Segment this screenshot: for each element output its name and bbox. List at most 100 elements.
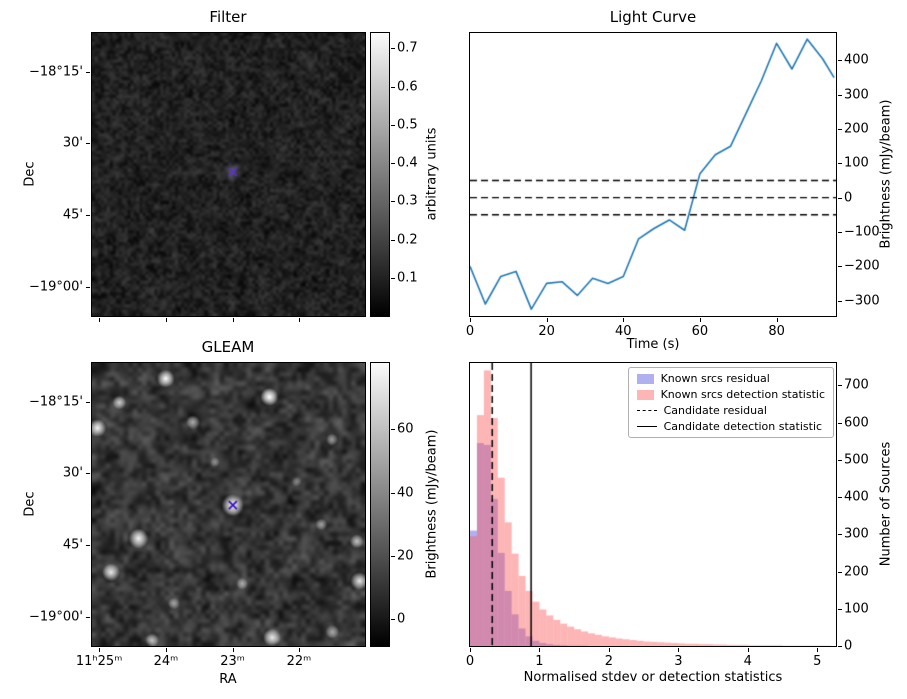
tick-mark (608, 648, 610, 652)
gleam-image (92, 363, 365, 646)
tick-mark (838, 129, 842, 131)
tick-mark (838, 385, 842, 387)
tick-mark (747, 648, 749, 652)
tick-mark (86, 544, 90, 546)
tick-label: 3 (674, 654, 683, 669)
tick-label: 300 (844, 526, 869, 542)
filter-ylabel: Dec (22, 161, 38, 187)
tick-mark (165, 318, 167, 322)
lightcurve-xlabel: Time (s) (626, 337, 680, 352)
tick-mark (817, 648, 819, 652)
tick-label: 30' (62, 465, 83, 481)
legend-entry: Candidate detection statistic (636, 420, 825, 433)
legend-entry: Known srcs residual (636, 372, 825, 385)
tick-mark (232, 648, 234, 652)
tick-label: 200 (844, 564, 869, 580)
legend-line-dashed (636, 410, 657, 411)
tick-label: 0.6 (397, 79, 418, 95)
lightcurve-title: Light Curve (609, 8, 697, 26)
filter-colorbar-label: arbitrary units (424, 127, 440, 221)
tick-mark (391, 48, 395, 50)
tick-mark (391, 124, 395, 126)
filter-image (92, 33, 365, 316)
tick-mark (838, 197, 842, 199)
tick-label: 45' (62, 537, 83, 553)
lightcurve-plot (470, 33, 836, 316)
tick-label: 400 (844, 52, 869, 68)
tick-label: 45' (62, 207, 83, 223)
gleam-colorbar-panel (370, 362, 390, 647)
lightcurve-ylabel: Brightness (mJy/beam) (878, 99, 894, 249)
tick-mark (470, 648, 471, 652)
tick-label: 600 (844, 415, 869, 431)
tick-label: −19°00' (28, 609, 83, 625)
tick-mark (539, 648, 541, 652)
tick-mark (391, 555, 395, 557)
tick-label: 23ᵐ (220, 654, 245, 669)
tick-label: 0 (844, 638, 853, 654)
tick-label: 1 (535, 654, 544, 669)
legend-entry: Known srcs detection statistic (636, 388, 825, 401)
legend-label: Known srcs detection statistic (660, 388, 825, 401)
tick-mark (623, 318, 625, 322)
tick-mark (776, 318, 778, 322)
tick-mark (391, 492, 395, 494)
tick-label: 0.5 (397, 117, 418, 133)
tick-label: −18°15' (28, 64, 83, 80)
legend-swatch (636, 389, 654, 400)
tick-mark (838, 534, 842, 536)
tick-label: 0.3 (397, 193, 418, 209)
tick-label: 200 (844, 121, 869, 137)
histogram-ylabel: Number of Sources (878, 441, 894, 567)
tick-mark (838, 300, 842, 302)
tick-label: −18°15' (28, 394, 83, 410)
tick-label: 0.1 (397, 270, 418, 286)
tick-label: −19°00' (28, 279, 83, 295)
gleam-title: GLEAM (201, 338, 255, 356)
tick-label: 0.4 (397, 155, 418, 171)
tick-label: 2 (604, 654, 614, 669)
tick-label: 300 (844, 87, 869, 103)
tick-mark (546, 318, 548, 322)
tick-mark (86, 214, 90, 216)
legend: Known srcs residual Known srcs detection … (627, 367, 834, 438)
tick-label: 40 (615, 324, 632, 339)
legend-label: Known srcs residual (660, 372, 770, 385)
tick-label: 24ᵐ (153, 654, 179, 669)
tick-mark (838, 163, 842, 165)
tick-label: 500 (844, 452, 869, 468)
tick-mark (86, 72, 90, 74)
tick-label: −100 (844, 224, 880, 240)
tick-mark (838, 266, 842, 268)
tick-mark (838, 571, 842, 573)
tick-mark (470, 318, 471, 322)
tick-mark (86, 473, 90, 475)
tick-label: 5 (813, 654, 822, 669)
tick-mark (298, 318, 300, 322)
tick-mark (391, 429, 395, 431)
tick-mark (838, 459, 842, 461)
tick-mark (86, 616, 90, 618)
tick-mark (678, 648, 680, 652)
tick-mark (99, 648, 101, 652)
tick-mark (86, 143, 90, 145)
tick-label: 4 (743, 654, 752, 669)
tick-label: 0.2 (397, 232, 418, 247)
gleam-colorbar-label: Brightness (mJy/beam) (424, 429, 440, 579)
tick-mark (165, 648, 167, 652)
tick-mark (232, 318, 234, 322)
tick-mark (391, 86, 395, 88)
tick-mark (391, 619, 395, 621)
tick-label: 0 (844, 190, 853, 206)
tick-mark (391, 201, 395, 203)
tick-mark (86, 402, 90, 404)
lightcurve-panel (469, 32, 837, 317)
tick-label: 22ᵐ (286, 654, 312, 669)
tick-label: 30' (62, 135, 83, 151)
tick-label: 0 (397, 611, 406, 627)
tick-mark (838, 608, 842, 610)
filter-colorbar-panel (370, 32, 390, 317)
tick-label: 60 (691, 324, 709, 339)
filter-colorbar (371, 33, 389, 316)
tick-label: 40 (397, 485, 414, 501)
